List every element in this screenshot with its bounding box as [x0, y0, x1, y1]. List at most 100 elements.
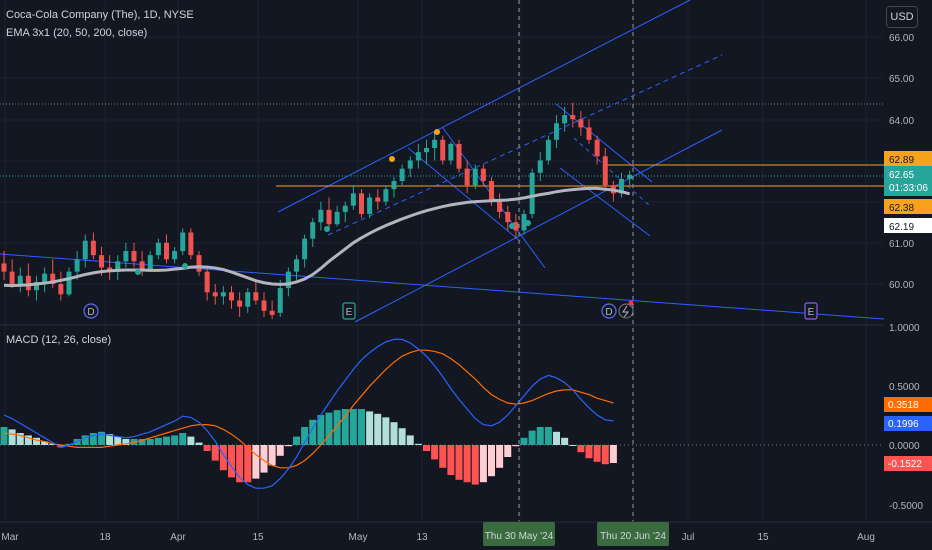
- macd-histogram-bar[interactable]: [358, 409, 365, 445]
- candle-body[interactable]: [164, 242, 169, 260]
- ema-200-line[interactable]: [3, 186, 630, 288]
- macd-histogram-bar[interactable]: [106, 434, 114, 445]
- macd-histogram-bar[interactable]: [528, 430, 536, 445]
- channel-mid-line[interactable]: [327, 54, 723, 236]
- candle-body[interactable]: [285, 271, 291, 289]
- candle-body[interactable]: [334, 211, 340, 225]
- macd-histogram-bar[interactable]: [16, 433, 24, 445]
- channel-upper-line[interactable]: [277, 0, 691, 213]
- ema-legend[interactable]: EMA 3x1 (20, 50, 200, close): [6, 27, 148, 39]
- macd-histogram-bar[interactable]: [252, 445, 260, 479]
- macd-histogram-bar[interactable]: [293, 436, 300, 445]
- histogram-value-badge[interactable]: [884, 456, 932, 471]
- macd-histogram-bar[interactable]: [512, 445, 520, 447]
- macd-histogram-bar[interactable]: [41, 441, 49, 445]
- time-axis[interactable]: Mar 18 Apr 15 May 13 Jul 15 Aug Thu 30 May '24 Thu…: [0, 521, 932, 546]
- candle-body[interactable]: [432, 139, 438, 149]
- macd-histogram-bar[interactable]: [301, 427, 309, 445]
- candle-body[interactable]: [578, 119, 584, 128]
- dividend-marker-2[interactable]: [601, 303, 617, 319]
- macd-histogram-bar[interactable]: [317, 415, 325, 445]
- candle-body[interactable]: [554, 123, 559, 140]
- candle-body[interactable]: [464, 168, 470, 186]
- candle-body[interactable]: [562, 115, 568, 124]
- macd-histogram-bar[interactable]: [520, 437, 528, 445]
- candle-body[interactable]: [391, 181, 397, 190]
- split-marker[interactable]: [618, 303, 634, 319]
- candle-body[interactable]: [253, 292, 259, 301]
- macd-pane[interactable]: [0, 338, 617, 489]
- candle-body[interactable]: [1, 263, 7, 272]
- earnings-marker-2[interactable]: [804, 302, 818, 320]
- price-badge-low[interactable]: [884, 199, 932, 214]
- candle-body[interactable]: [399, 168, 405, 181]
- candlestick-series[interactable]: [1, 102, 633, 320]
- macd-histogram-bar[interactable]: [211, 445, 219, 461]
- candle-body[interactable]: [586, 127, 592, 140]
- candle-body[interactable]: [407, 160, 413, 169]
- macd-value-badge[interactable]: [884, 416, 932, 431]
- candle-body[interactable]: [261, 300, 267, 311]
- candle-body[interactable]: [545, 139, 551, 161]
- macd-histogram-bar[interactable]: [276, 445, 284, 456]
- candle-body[interactable]: [448, 143, 454, 161]
- candle-body[interactable]: [342, 205, 348, 212]
- candle-body[interactable]: [58, 284, 64, 295]
- candle-body[interactable]: [350, 193, 356, 206]
- candle-body[interactable]: [155, 242, 161, 256]
- candle-body[interactable]: [472, 168, 478, 186]
- macd-histogram-bar[interactable]: [81, 435, 89, 445]
- candle-body[interactable]: [326, 209, 332, 225]
- candle-body[interactable]: [9, 271, 15, 284]
- candle-body[interactable]: [212, 292, 218, 297]
- candle-body[interactable]: [375, 197, 381, 202]
- macd-histogram-bar[interactable]: [8, 429, 16, 445]
- signal-dot-green[interactable]: [182, 263, 188, 269]
- candle-body[interactable]: [521, 213, 527, 231]
- candle-body[interactable]: [50, 273, 56, 284]
- macd-histogram-bar[interactable]: [260, 445, 268, 473]
- macd-histogram-bar[interactable]: [544, 427, 552, 445]
- macd-histogram-bar[interactable]: [349, 409, 357, 445]
- macd-histogram-bar[interactable]: [236, 445, 244, 483]
- macd-histogram-bar[interactable]: [561, 437, 569, 445]
- macd-histogram-bar[interactable]: [488, 445, 495, 477]
- candle-body[interactable]: [619, 178, 624, 194]
- candle-body[interactable]: [99, 255, 104, 268]
- currency-button[interactable]: USD: [886, 6, 918, 28]
- candle-body[interactable]: [415, 152, 421, 161]
- last-price-badge[interactable]: [884, 166, 932, 196]
- pennant-mid-line[interactable]: [573, 137, 651, 207]
- candle-body[interactable]: [440, 139, 446, 161]
- candle-body[interactable]: [123, 251, 129, 262]
- macd-axis[interactable]: 0.5000 0.0000 -0.5000 0.3518 0.1996 -0.1522: [884, 382, 932, 512]
- candle-body[interactable]: [277, 288, 283, 313]
- macd-histogram-bar[interactable]: [57, 445, 65, 448]
- macd-histogram-bar[interactable]: [431, 445, 439, 460]
- macd-histogram-bar[interactable]: [504, 445, 512, 457]
- candle-body[interactable]: [220, 292, 226, 297]
- signal-dot-green[interactable]: [509, 223, 515, 229]
- candle-body[interactable]: [139, 261, 145, 270]
- candle-body[interactable]: [229, 292, 234, 301]
- macd-histogram-bar[interactable]: [455, 445, 463, 480]
- candle-body[interactable]: [456, 143, 462, 169]
- macd-histogram-bar[interactable]: [163, 436, 170, 445]
- candle-body[interactable]: [294, 259, 299, 272]
- signal-dot-orange[interactable]: [389, 156, 395, 162]
- macd-line[interactable]: [3, 338, 614, 489]
- candle-body[interactable]: [594, 139, 600, 157]
- earnings-marker[interactable]: [342, 302, 356, 320]
- macd-histogram-bar[interactable]: [33, 437, 40, 445]
- macd-histogram-bar[interactable]: [382, 417, 390, 445]
- signal-dot-green[interactable]: [135, 269, 141, 275]
- candle-body[interactable]: [115, 261, 121, 272]
- macd-histogram-bar[interactable]: [398, 428, 406, 445]
- candle-body[interactable]: [269, 310, 275, 315]
- candle-body[interactable]: [318, 209, 324, 223]
- macd-histogram-bar[interactable]: [439, 445, 447, 468]
- ema-price-badge[interactable]: [884, 218, 932, 233]
- candle-body[interactable]: [42, 273, 48, 282]
- macd-histogram-bar[interactable]: [609, 445, 617, 463]
